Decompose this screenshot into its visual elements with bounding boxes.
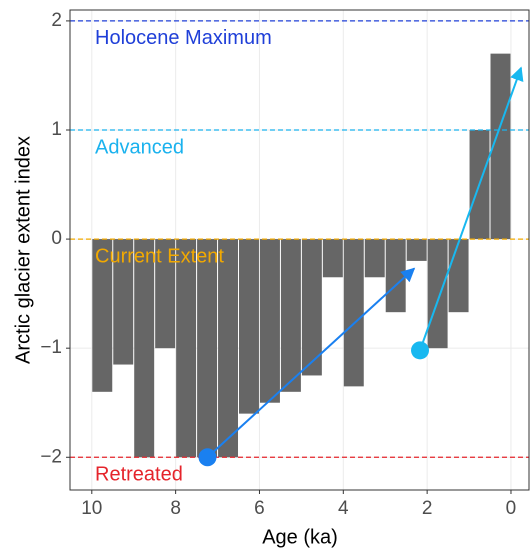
bar (239, 239, 259, 414)
x-tick-label: 0 (506, 498, 517, 519)
y-tick-label: 1 (51, 119, 62, 140)
bar (322, 239, 343, 278)
bar (197, 239, 218, 458)
bar (448, 239, 469, 313)
y-tick-label: −1 (40, 337, 62, 358)
reference-label: Advanced (95, 136, 184, 158)
y-axis-title: Arctic glacier extent index (12, 136, 34, 364)
bar (427, 239, 448, 349)
bar (343, 239, 364, 387)
x-tick-label: 10 (81, 498, 102, 519)
bar (92, 239, 113, 392)
bar (364, 239, 385, 278)
arrow (419, 66, 524, 351)
y-tick-label: 0 (51, 228, 62, 249)
plot-border (69, 9, 530, 491)
y-tick-label: −2 (40, 446, 62, 467)
bar (301, 239, 322, 376)
arrow (206, 267, 416, 459)
x-axis-title: Age (ka) (262, 526, 338, 548)
x-tick-label: 8 (170, 498, 181, 519)
bar (280, 239, 301, 392)
reference-label: Current Extent (95, 245, 224, 267)
bar (134, 239, 155, 458)
bar (490, 53, 511, 240)
bar (218, 239, 239, 458)
y-tick-label: 2 (51, 10, 62, 31)
x-tick-label: 4 (338, 498, 349, 519)
reference-label: Retreated (95, 464, 183, 486)
bar (259, 239, 280, 403)
bar (385, 239, 406, 313)
reference-label: Holocene Maximum (95, 27, 272, 49)
x-tick-label: 6 (254, 498, 265, 519)
arrow-start (411, 341, 430, 360)
bar (176, 239, 197, 458)
bar (406, 239, 427, 261)
x-tick-label: 2 (422, 498, 433, 519)
bar (155, 239, 176, 349)
arrow-start (198, 448, 217, 467)
bar (113, 239, 134, 365)
